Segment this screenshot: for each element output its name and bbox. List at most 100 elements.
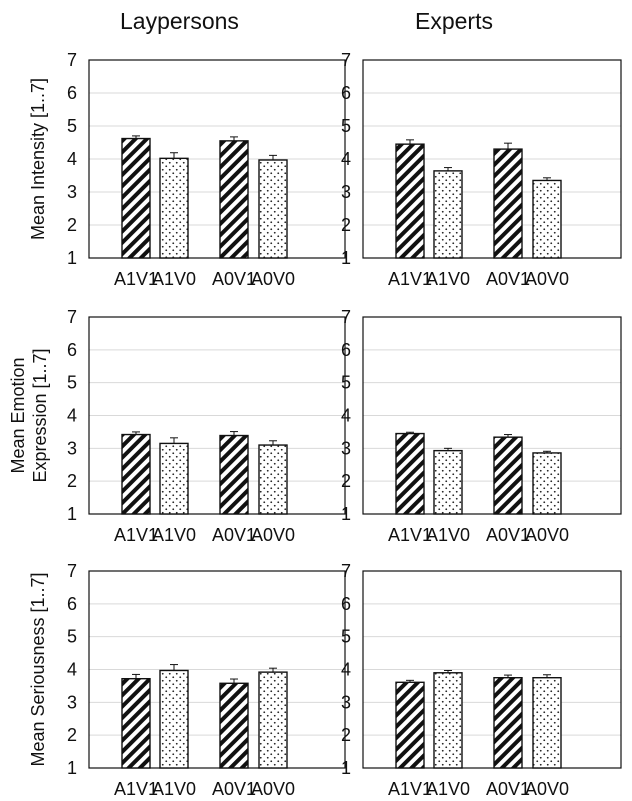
y-tick-label: 6	[341, 594, 351, 614]
y-tick-label: 6	[341, 340, 351, 360]
bar-a1v0	[433, 170, 463, 259]
y-tick-label: 7	[67, 561, 77, 581]
y-tick-label: 3	[341, 438, 351, 458]
x-tick-label: A0V1	[486, 269, 530, 289]
y-tick-label: 2	[67, 471, 77, 491]
x-tick-label: A1V0	[426, 525, 470, 545]
y-tick-label: 6	[67, 83, 77, 103]
bar-a1v1	[121, 677, 151, 769]
y-tick-label: 3	[67, 692, 77, 712]
bar-a0v0	[532, 452, 562, 515]
y-axis-label: Expression [1..7]	[30, 348, 50, 482]
y-tick-label: 7	[67, 307, 77, 327]
x-tick-label: A0V0	[525, 269, 569, 289]
y-tick-label: 6	[67, 594, 77, 614]
x-tick-label: A1V1	[114, 525, 158, 545]
y-tick-label: 7	[341, 307, 351, 327]
x-tick-label: A1V1	[388, 269, 432, 289]
y-tick-label: 5	[67, 116, 77, 136]
y-axis-label: Mean Intensity [1..7]	[28, 78, 48, 240]
y-tick-label: 1	[67, 248, 77, 268]
x-tick-label: A0V1	[212, 525, 256, 545]
bar-a0v1	[493, 677, 523, 769]
x-tick-label: A1V0	[426, 779, 470, 799]
y-tick-label: 7	[341, 561, 351, 581]
y-tick-label: 3	[341, 692, 351, 712]
y-tick-label: 3	[67, 182, 77, 202]
bar-a0v1	[493, 148, 523, 259]
bar-a0v0	[258, 159, 288, 259]
y-tick-label: 4	[341, 406, 351, 426]
y-tick-label: 1	[67, 758, 77, 778]
x-tick-label: A1V1	[114, 269, 158, 289]
bar-a1v1	[121, 433, 151, 515]
x-tick-label: A0V0	[251, 525, 295, 545]
bar-a1v1	[395, 432, 425, 515]
y-tick-label: 5	[67, 373, 77, 393]
bar-a0v0	[532, 677, 562, 769]
bar-a1v0	[159, 157, 189, 259]
x-tick-label: A0V0	[251, 779, 295, 799]
bar-a0v1	[219, 434, 249, 515]
y-tick-label: 7	[67, 50, 77, 70]
y-tick-label: 1	[341, 248, 351, 268]
y-tick-label: 4	[67, 149, 77, 169]
x-tick-label: A1V1	[388, 779, 432, 799]
plot-frame	[362, 59, 622, 259]
plot-frame	[88, 570, 346, 769]
x-tick-label: A1V0	[152, 269, 196, 289]
x-tick-label: A1V0	[152, 525, 196, 545]
y-tick-label: 4	[341, 660, 351, 680]
y-tick-label: 2	[67, 215, 77, 235]
y-tick-label: 4	[341, 149, 351, 169]
plot-frame	[88, 59, 346, 259]
x-tick-label: A1V0	[426, 269, 470, 289]
bar-a0v1	[219, 682, 249, 769]
y-tick-label: 1	[341, 758, 351, 778]
bar-a1v1	[395, 143, 425, 259]
bar-a0v1	[219, 140, 249, 259]
bar-a0v0	[532, 179, 562, 259]
y-tick-label: 5	[341, 373, 351, 393]
bar-a1v0	[433, 449, 463, 515]
y-tick-label: 2	[341, 471, 351, 491]
y-tick-label: 7	[341, 50, 351, 70]
plot-frame	[88, 316, 346, 515]
x-tick-label: A0V0	[525, 525, 569, 545]
y-tick-label: 2	[67, 725, 77, 745]
bar-a1v0	[159, 669, 189, 769]
plot-frame	[362, 316, 622, 515]
column-title-experts: Experts	[415, 8, 493, 34]
y-tick-label: 5	[341, 627, 351, 647]
bar-a1v1	[395, 681, 425, 769]
bar-a0v1	[493, 436, 523, 515]
y-tick-label: 2	[341, 725, 351, 745]
bar-a1v0	[159, 442, 189, 515]
x-tick-label: A0V0	[251, 269, 295, 289]
y-tick-label: 3	[341, 182, 351, 202]
x-tick-label: A1V0	[152, 779, 196, 799]
x-tick-label: A1V1	[114, 779, 158, 799]
y-tick-label: 1	[341, 504, 351, 524]
x-tick-label: A0V1	[486, 779, 530, 799]
y-tick-label: 1	[67, 504, 77, 524]
bar-a0v0	[258, 444, 288, 515]
x-tick-label: A0V1	[212, 269, 256, 289]
bar-a1v1	[121, 137, 151, 259]
column-title-laypersons: Laypersons	[120, 8, 239, 34]
bar-a0v0	[258, 671, 288, 769]
x-tick-label: A0V0	[525, 779, 569, 799]
bar-a1v0	[433, 672, 463, 769]
y-tick-label: 4	[67, 406, 77, 426]
y-tick-label: 4	[67, 660, 77, 680]
y-tick-label: 6	[67, 340, 77, 360]
y-tick-label: 6	[341, 83, 351, 103]
y-axis-label: Mean Emotion	[8, 357, 28, 473]
y-tick-label: 5	[67, 627, 77, 647]
y-axis-label: Mean Seriousness [1..7]	[28, 572, 48, 766]
